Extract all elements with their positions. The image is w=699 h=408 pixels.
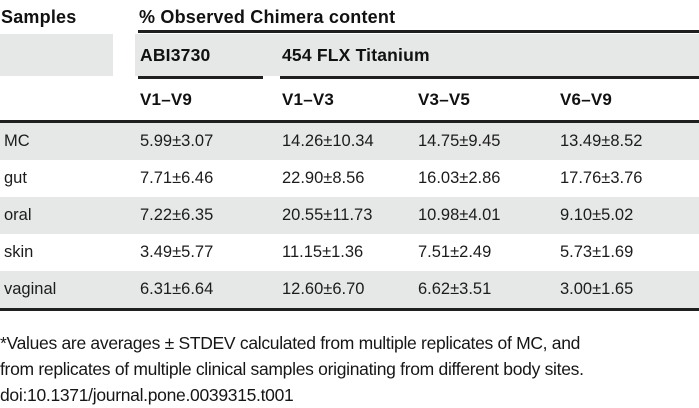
rule-header-body-divider [0,120,699,123]
value-cell: 11.15±1.36 [282,243,364,261]
region-header-v1-v9: V1–V9 [140,90,193,109]
value-cell: 3.49±5.77 [140,243,214,261]
rule-under-group-header [138,30,699,33]
footnote-doi: doi:10.1371/journal.pone.0039315.t001 [0,385,294,405]
value-cell: 7.22±6.35 [140,206,214,224]
table-row-skin: skin 3.49±5.77 11.15±1.36 7.51±2.49 5.73… [0,234,699,271]
platform-header-abi3730: ABI3730 [140,45,211,65]
table-row-gut: gut 7.71±6.46 22.90±8.56 16.03±2.86 17.7… [0,160,699,197]
value-cell: 14.26±10.34 [282,132,374,150]
value-cell: 5.73±1.69 [560,243,634,261]
value-cell: 17.76±3.76 [560,169,643,187]
rule-under-abi3730 [138,76,263,79]
value-cell: 10.98±4.01 [418,206,501,224]
col-header-samples: Samples [1,7,77,27]
value-cell: 9.10±5.02 [560,206,634,224]
sample-label: skin [4,243,34,261]
value-cell: 20.55±11.73 [282,206,373,224]
rule-under-454-flx-titanium [280,76,699,79]
sample-label: vaginal [4,280,57,298]
rule-table-bottom [0,308,699,311]
sample-label: gut [4,169,27,187]
value-cell: 13.49±8.52 [560,132,643,150]
value-cell: 12.60±6.70 [282,280,365,298]
shaded-band-samples-column [0,34,113,76]
value-cell: 7.51±2.49 [418,243,492,261]
value-cell: 6.62±3.51 [418,280,492,298]
table-footnote: *Values are averages ± STDEV calculated … [0,330,699,408]
value-cell: 14.75±9.45 [418,132,501,150]
value-cell: 22.90±8.56 [282,169,365,187]
region-header-v6-v9: V6–V9 [560,90,613,109]
value-cell: 16.03±2.86 [418,169,501,187]
value-cell: 3.00±1.65 [560,280,634,298]
shaded-band-platforms [135,34,699,76]
table-row-vaginal: vaginal 6.31±6.64 12.60±6.70 6.62±3.51 3… [0,271,699,308]
region-header-v1-v3: V1–V3 [282,90,335,109]
value-cell: 6.31±6.64 [140,280,214,298]
group-header-observed-chimera-content: % Observed Chimera content [139,7,396,27]
sample-label: oral [4,206,32,224]
table-row-mc: MC 5.99±3.07 14.26±10.34 14.75±9.45 13.4… [0,123,699,160]
value-cell: 7.71±6.46 [140,169,214,187]
table-row-oral: oral 7.22±6.35 20.55±11.73 10.98±4.01 9.… [0,197,699,234]
platform-header-454-flx-titanium: 454 FLX Titanium [282,45,430,65]
footnote-line-2: from replicates of multiple clinical sam… [0,359,584,379]
footnote-line-1: *Values are averages ± STDEV calculated … [0,333,581,353]
region-header-v3-v5: V3–V5 [418,90,471,109]
value-cell: 5.99±3.07 [140,132,214,150]
sample-label: MC [4,132,30,150]
